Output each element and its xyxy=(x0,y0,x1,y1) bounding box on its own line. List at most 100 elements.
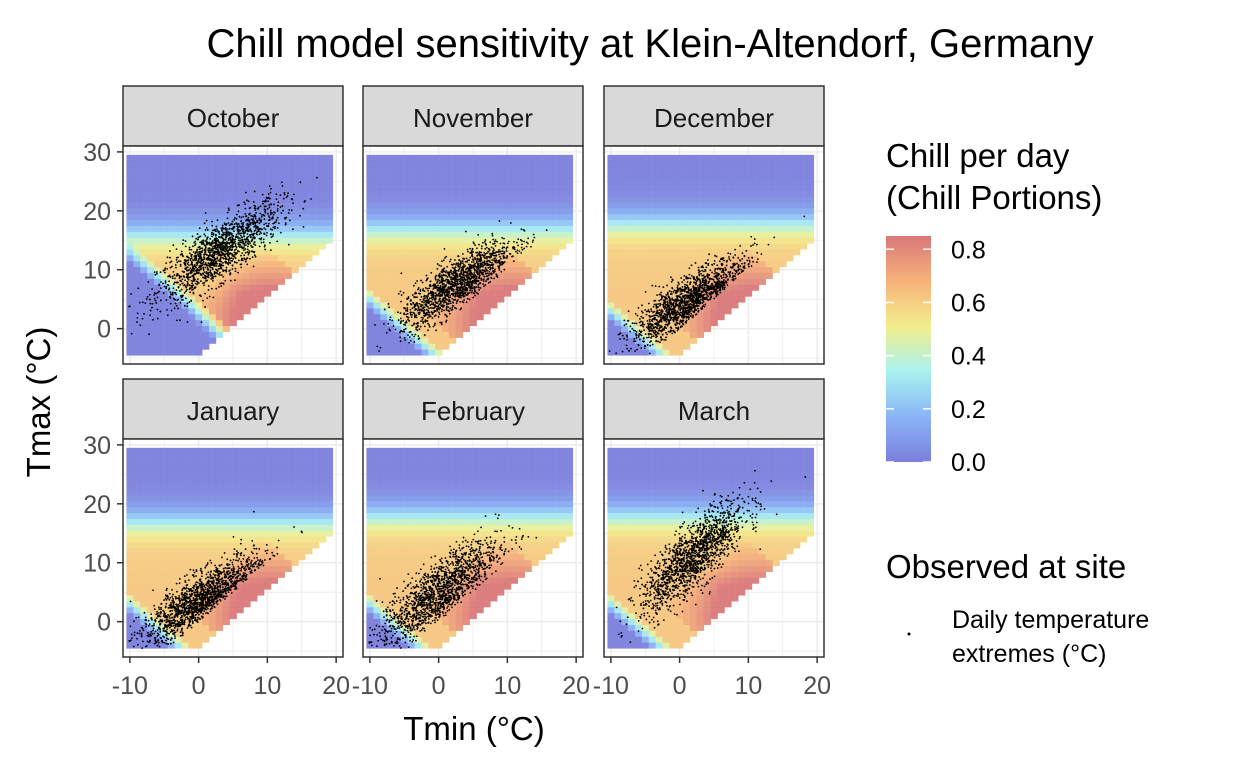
heatmap-tile xyxy=(463,167,470,173)
heatmap-tile xyxy=(181,167,188,173)
heatmap-tile xyxy=(525,196,532,202)
observed-point xyxy=(192,245,194,247)
observed-point xyxy=(164,267,166,269)
observed-point xyxy=(173,287,175,289)
observed-point xyxy=(248,214,250,216)
observed-point xyxy=(174,292,176,294)
observed-point xyxy=(177,299,179,301)
heatmap-tile xyxy=(223,314,230,320)
heatmap-tile xyxy=(483,308,490,314)
heatmap-tile xyxy=(621,155,628,161)
observed-point xyxy=(224,223,226,225)
observed-point xyxy=(233,239,235,241)
observed-point xyxy=(193,293,195,295)
heatmap-tile xyxy=(264,178,271,184)
observed-point xyxy=(172,278,174,280)
observed-point xyxy=(218,286,220,288)
heatmap-tile xyxy=(202,202,209,208)
heatmap-tile xyxy=(298,178,305,184)
observed-point xyxy=(499,264,501,266)
heatmap-tile xyxy=(126,255,133,261)
observed-point xyxy=(492,239,494,241)
heatmap-tile xyxy=(285,167,292,173)
heatmap-tile xyxy=(449,178,456,184)
observed-point xyxy=(433,310,435,312)
heatmap-tile xyxy=(140,273,147,279)
heatmap-tile xyxy=(230,167,237,173)
heatmap-tile xyxy=(161,255,168,261)
observed-point xyxy=(195,259,197,261)
observed-point xyxy=(500,243,502,245)
heatmap-tile xyxy=(635,202,642,208)
observed-point xyxy=(270,249,272,251)
heatmap-tile xyxy=(366,214,373,220)
observed-point xyxy=(151,288,153,290)
observed-point xyxy=(480,270,482,272)
observed-point xyxy=(476,247,478,249)
observed-point xyxy=(446,266,448,268)
heatmap-tile xyxy=(490,184,497,190)
heatmap-tile xyxy=(497,184,504,190)
observed-point xyxy=(500,253,502,255)
heatmap-tile xyxy=(511,214,518,220)
observed-point xyxy=(181,278,183,280)
heatmap-tile xyxy=(291,178,298,184)
heatmap-tile xyxy=(387,226,394,232)
heatmap-tile xyxy=(140,326,147,332)
heatmap-tile xyxy=(628,249,635,255)
observed-point xyxy=(406,304,408,306)
observed-point xyxy=(159,311,161,313)
heatmap-tile xyxy=(490,231,497,237)
observed-point xyxy=(243,241,245,243)
observed-point xyxy=(230,240,232,242)
heatmap-tile xyxy=(147,196,154,202)
observed-point xyxy=(446,292,448,294)
heatmap-tile xyxy=(140,243,147,249)
heatmap-tile xyxy=(380,261,387,267)
heatmap-tile xyxy=(456,214,463,220)
heatmap-tile xyxy=(470,184,477,190)
observed-point xyxy=(182,282,184,284)
observed-point xyxy=(437,308,439,310)
heatmap-tile xyxy=(428,343,435,349)
observed-point xyxy=(232,265,234,267)
observed-point xyxy=(453,277,455,279)
heatmap-tile xyxy=(525,208,532,214)
heatmap-tile xyxy=(614,202,621,208)
heatmap-tile xyxy=(181,308,188,314)
observed-point xyxy=(432,317,434,319)
heatmap-tile xyxy=(621,255,628,261)
observed-point xyxy=(467,268,469,270)
heatmap-tile xyxy=(319,237,326,243)
observed-point xyxy=(254,225,256,227)
heatmap-tile xyxy=(271,161,278,167)
heatmap-tile xyxy=(394,226,401,232)
heatmap-tile xyxy=(456,231,463,237)
observed-point xyxy=(469,257,471,259)
observed-point xyxy=(214,253,216,255)
heatmap-tile xyxy=(380,237,387,243)
observed-point xyxy=(425,300,427,302)
heatmap-tile xyxy=(449,161,456,167)
heatmap-tile xyxy=(257,155,264,161)
observed-point xyxy=(434,301,436,303)
heatmap-tile xyxy=(649,349,656,355)
heatmap-tile xyxy=(305,167,312,173)
heatmap-tile xyxy=(442,332,449,338)
heatmap-tile xyxy=(133,332,140,338)
observed-point xyxy=(481,245,483,247)
heatmap-tile xyxy=(147,337,154,343)
heatmap-tile xyxy=(387,337,394,343)
heatmap-tile xyxy=(463,320,470,326)
heatmap-tile xyxy=(435,196,442,202)
observed-point xyxy=(197,254,199,256)
observed-point xyxy=(179,277,181,279)
heatmap-tile xyxy=(656,343,663,349)
heatmap-tile xyxy=(298,208,305,214)
observed-point xyxy=(247,246,249,248)
heatmap-tile xyxy=(133,237,140,243)
observed-point xyxy=(228,261,230,263)
observed-point xyxy=(418,287,420,289)
observed-point xyxy=(467,277,469,279)
heatmap-tile xyxy=(449,320,456,326)
